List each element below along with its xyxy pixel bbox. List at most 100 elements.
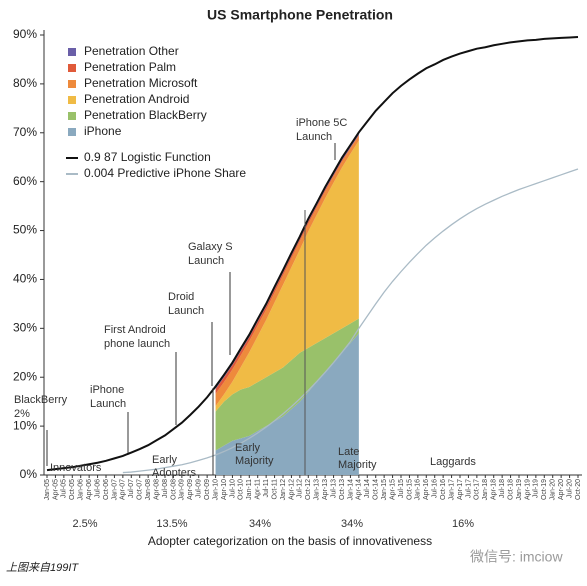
x-tick-label: Apr-16 xyxy=(423,479,430,500)
y-tick-label: 0% xyxy=(20,467,38,481)
x-tick-label: Jan-09 xyxy=(179,479,186,501)
legend-label: iPhone xyxy=(84,124,122,138)
x-tick-label: Jan-13 xyxy=(314,479,321,501)
x-tick-label: Jan-07 xyxy=(111,479,118,501)
adopter-share: 2.5% xyxy=(72,518,97,530)
x-tick-label: Jan-08 xyxy=(145,479,152,501)
x-tick-label: Jan-17 xyxy=(448,479,455,501)
x-axis-title: Adopter categorization on the basis of i… xyxy=(148,534,432,548)
adopter-share: 16% xyxy=(452,518,474,530)
adopter-group: Early Adopters xyxy=(152,454,197,479)
legend-swatch xyxy=(68,80,76,88)
line xyxy=(122,168,579,474)
x-tick-label: Oct-20 xyxy=(575,479,582,500)
x-tick-label: Jul-07 xyxy=(128,479,135,498)
adopter-share: 34% xyxy=(249,518,271,530)
annotation: Droid Launch xyxy=(168,291,204,317)
x-tick-label: Jul-10 xyxy=(229,479,236,498)
x-tick-label: Jan-14 xyxy=(347,479,354,501)
x-tick-label: Jan-06 xyxy=(78,479,85,501)
x-tick-label: Oct-19 xyxy=(541,479,548,500)
x-tick-label: Apr-06 xyxy=(86,479,93,500)
x-tick-label: Jan-05 xyxy=(44,479,51,501)
adopter-share: 13.5% xyxy=(156,518,187,530)
chart-title: US Smartphone Penetration xyxy=(207,7,393,23)
x-tick-label: Oct-06 xyxy=(103,479,110,500)
legend-label: Penetration Android xyxy=(84,92,189,106)
x-tick-label: Jan-11 xyxy=(246,479,253,500)
x-tick-label: Jul-09 xyxy=(196,479,203,498)
x-tick-label: Oct-13 xyxy=(339,479,346,500)
x-tick-label: Jul-05 xyxy=(61,479,68,498)
x-tick-label: Jul-13 xyxy=(330,479,337,498)
x-tick-label: Apr-19 xyxy=(524,479,531,500)
annotations xyxy=(46,143,336,475)
x-tick-label: Jul-16 xyxy=(432,479,439,498)
adopter-share: 34% xyxy=(341,518,363,530)
x-tick-label: Jan-15 xyxy=(381,479,388,501)
area xyxy=(215,318,359,451)
legend-label: Penetration Palm xyxy=(84,60,176,74)
legend-swatch xyxy=(68,96,76,104)
y-tick-label: 40% xyxy=(13,272,37,286)
y-tick-label: 20% xyxy=(13,369,37,383)
legend-label: Penetration BlackBerry xyxy=(84,108,207,122)
area xyxy=(215,135,359,407)
x-tick-label: Jul-18 xyxy=(499,479,506,498)
legend-label: 0.004 Predictive iPhone Share xyxy=(84,166,246,180)
x-tick-label: Apr-05 xyxy=(52,479,59,500)
x-tick-label: Oct-16 xyxy=(440,479,447,500)
x-tick-label: Apr-13 xyxy=(322,479,329,500)
x-tick-label: Oct-17 xyxy=(474,479,481,500)
x-tick-label: Jan-12 xyxy=(280,479,287,501)
x-tick-label: Apr-10 xyxy=(221,479,228,500)
x-tick-label: Jul-14 xyxy=(364,479,371,498)
x-tick-label: Jul-19 xyxy=(533,479,540,498)
x-tick-label: Oct-10 xyxy=(238,479,245,500)
legend-label: 0.9 87 Logistic Function xyxy=(84,150,211,164)
x-tick-label: Apr-09 xyxy=(187,479,194,500)
x-tick-label: Jul-12 xyxy=(297,479,304,498)
x-tick-label: Apr-12 xyxy=(288,479,295,500)
x-tick-label: Oct-08 xyxy=(170,479,177,500)
x-tick-label: Apr-15 xyxy=(389,479,396,500)
area xyxy=(215,134,359,394)
x-tick-label: Apr-17 xyxy=(457,479,464,500)
x-tick-label: Jul-15 xyxy=(398,479,405,498)
x-tick-label: Oct-07 xyxy=(137,479,144,500)
area xyxy=(215,333,359,475)
annotation: Galaxy S Launch xyxy=(188,241,233,267)
x-tick-label: Oct-18 xyxy=(507,479,514,500)
line xyxy=(46,35,579,472)
y-tick-label: 70% xyxy=(13,125,37,139)
adopter-group: Early Majority xyxy=(235,442,274,467)
x-tick-label: Apr-18 xyxy=(491,479,498,500)
legend-swatch xyxy=(68,128,76,136)
x-tick-label: Jan-20 xyxy=(550,479,557,501)
x-tick-label: Jan-19 xyxy=(516,479,523,501)
x-tick-label: Apr-11 xyxy=(255,479,262,500)
y-tick-label: 80% xyxy=(13,76,37,90)
x-tick-label: Jul-06 xyxy=(94,479,101,498)
x-tick-label: Oct-14 xyxy=(373,479,380,500)
annotation: First Android phone launch xyxy=(104,324,170,350)
x-tick-label: Apr-14 xyxy=(356,479,363,500)
legend-label: Penetration Microsoft xyxy=(84,76,198,90)
x-tick-label: Apr-08 xyxy=(153,479,160,500)
y-tick-label: 50% xyxy=(13,223,37,237)
annotation: iPhone 5C Launch xyxy=(296,117,347,143)
legend-swatch xyxy=(68,48,76,56)
adopter-group: Laggards xyxy=(430,456,476,468)
y-tick-label: 90% xyxy=(13,27,37,41)
adopter-group: Innovators xyxy=(50,462,102,474)
x-tick-label: Apr-20 xyxy=(558,479,565,500)
adopter-group: Late Majority xyxy=(338,446,377,471)
x-tick-label: Apr-07 xyxy=(120,479,127,500)
y-tick-label: 60% xyxy=(13,174,37,188)
x-tick-label: Jan-16 xyxy=(415,479,422,501)
annotation: iPhone Launch xyxy=(90,384,126,410)
x-tick-label: Oct-05 xyxy=(69,479,76,500)
x-tick-label: Oct-15 xyxy=(406,479,413,500)
y-tick-label: 30% xyxy=(13,321,37,335)
